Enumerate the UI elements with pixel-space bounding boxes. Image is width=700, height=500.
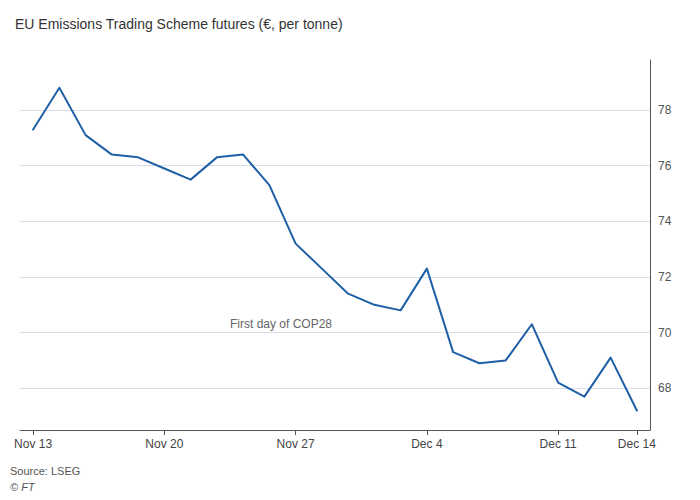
svg-text:78: 78 (658, 103, 672, 117)
svg-text:Nov 13: Nov 13 (14, 437, 52, 451)
svg-text:First day of COP28: First day of COP28 (230, 317, 332, 331)
svg-text:© FT: © FT (10, 481, 36, 493)
svg-text:Source: LSEG: Source: LSEG (10, 465, 80, 477)
svg-text:EU Emissions Trading Scheme fu: EU Emissions Trading Scheme futures (€, … (15, 16, 343, 32)
svg-text:70: 70 (658, 326, 672, 340)
svg-text:Dec 14: Dec 14 (618, 437, 656, 451)
svg-text:Nov 27: Nov 27 (277, 437, 315, 451)
svg-text:74: 74 (658, 214, 672, 228)
svg-text:Dec 4: Dec 4 (411, 437, 443, 451)
svg-text:Dec 11: Dec 11 (540, 437, 577, 451)
svg-text:72: 72 (658, 270, 672, 284)
svg-text:Nov 20: Nov 20 (145, 437, 183, 451)
svg-text:76: 76 (658, 159, 672, 173)
svg-text:68: 68 (658, 381, 672, 395)
